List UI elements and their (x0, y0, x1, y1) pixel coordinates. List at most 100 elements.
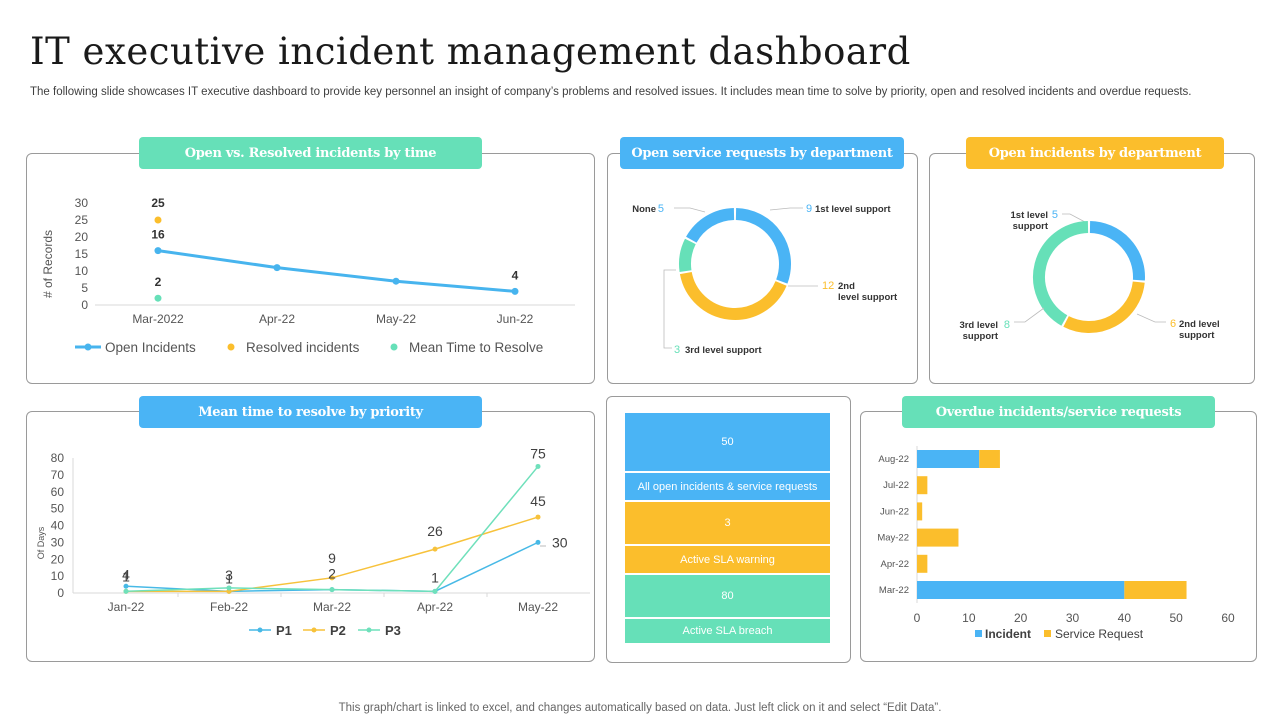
x-tick-label: May-22 (518, 600, 558, 614)
data-point (432, 546, 438, 552)
data-label: 9 (328, 550, 336, 566)
mean-time-panel (26, 411, 595, 662)
data-point (535, 539, 541, 545)
open-incidents-point (154, 247, 162, 255)
open-resolved-title: Open vs. Resolved incidents by time (139, 137, 482, 169)
x-tick-label: Jun-22 (497, 312, 534, 326)
open-incidents-point (392, 277, 400, 285)
data-label: 2 (155, 275, 162, 289)
y-tick-label: 10 (75, 264, 89, 278)
mean-time-point (154, 294, 162, 302)
x-tick-label: Apr-22 (417, 600, 453, 614)
bar-segment (979, 450, 1000, 468)
donut-slice (679, 271, 787, 320)
leader-line (663, 269, 676, 349)
open-incidents-point (511, 287, 519, 295)
y-tick-label: 80 (51, 451, 65, 465)
slice-value: 6 (1170, 318, 1176, 330)
open-incidents-point (273, 264, 281, 272)
donut-slice (1033, 221, 1089, 326)
data-point (123, 588, 129, 594)
legend-marker (366, 627, 372, 633)
y-tick-label: 60 (51, 485, 65, 499)
slice-value: 5 (1052, 209, 1058, 221)
slice-label: 2nd level (1179, 319, 1220, 330)
legend-label: P1 (276, 623, 292, 638)
y-tick-label: 5 (81, 281, 88, 295)
data-point (329, 587, 335, 593)
incidents-dept-panel (929, 153, 1255, 384)
x-tick-label: 60 (1221, 611, 1235, 625)
page-subtitle: The following slide showcases IT executi… (30, 86, 1192, 98)
y-tick-label: 30 (75, 196, 89, 210)
page-title: IT executive incident management dashboa… (30, 30, 911, 73)
legend-label: Resolved incidents (246, 340, 360, 355)
x-tick-label: Jan-22 (108, 600, 145, 614)
data-label: 75 (530, 445, 546, 461)
slice-label: 3rd level (959, 320, 998, 331)
slice-label: 1st level (1011, 210, 1049, 221)
y-tick-label: 70 (51, 468, 65, 482)
y-tick-label: 15 (75, 247, 89, 261)
data-point (432, 588, 438, 594)
legend-marker (257, 627, 263, 633)
data-label: 45 (530, 493, 546, 509)
y-axis-label: Of Days (36, 526, 46, 559)
sla-row-open-label: All open incidents & service requests (625, 473, 830, 500)
x-tick-label: 20 (1014, 611, 1028, 625)
legend-label: Mean Time to Resolve (409, 340, 543, 355)
incidents-dept-title: Open incidents by department (966, 137, 1224, 169)
x-tick-label: 40 (1118, 611, 1132, 625)
legend-marker-open (84, 343, 92, 351)
overdue-title: Overdue incidents/service requests (902, 396, 1215, 428)
slice-label: support (1013, 221, 1049, 232)
sla-row-warning-value: 3 (625, 502, 830, 544)
y-tick-label: 40 (51, 519, 65, 533)
legend-swatch-service (1044, 630, 1051, 637)
x-tick-label: Feb-22 (210, 600, 248, 614)
donut-slice (735, 208, 791, 284)
sla-row-breach-label: Active SLA breach (625, 619, 830, 643)
mean-time-title: Mean time to resolve by priority (139, 396, 482, 428)
slice-label: support (963, 331, 999, 342)
data-label: 2 (328, 566, 336, 582)
sla-row-breach-value: 80 (625, 575, 830, 617)
data-point (123, 583, 129, 589)
donut-slice (1063, 281, 1145, 333)
x-tick-label: 50 (1169, 611, 1183, 625)
x-tick-label: Apr-22 (259, 312, 295, 326)
sla-row-warning-label: Active SLA warning (625, 546, 830, 573)
bar-segment (917, 581, 1125, 599)
data-label: 4 (122, 566, 130, 582)
bar-segment (917, 450, 980, 468)
bar-segment (917, 528, 959, 547)
legend-marker-resolved (227, 343, 235, 351)
leader-line (1062, 213, 1086, 223)
data-label: 30 (552, 534, 568, 550)
resolved-incidents-point (154, 216, 162, 224)
leader-line (674, 207, 706, 213)
slice-label: 1st level support (815, 204, 891, 215)
slice-label: support (1179, 330, 1215, 341)
data-point (329, 575, 335, 581)
y-tick-label: Jun-22 (880, 506, 909, 517)
data-label: 26 (427, 523, 443, 539)
y-tick-label: 20 (51, 552, 65, 566)
bar-segment (917, 554, 928, 573)
legend-label: Service Request (1055, 627, 1144, 641)
legend-label: P2 (330, 623, 346, 638)
legend-swatch-incident (975, 630, 982, 637)
legend-marker (311, 627, 317, 633)
bar-segment (917, 502, 923, 521)
y-tick-label: 20 (75, 230, 89, 244)
slice-label: 3rd level support (685, 345, 762, 356)
sla-row-open-value: 50 (625, 413, 830, 471)
data-label: 1 (225, 570, 233, 586)
slice-label: None (632, 204, 656, 215)
slice-label: level support (838, 292, 898, 303)
y-tick-label: 50 (51, 502, 65, 516)
slice-value: 8 (1004, 319, 1010, 331)
donut-slice (686, 208, 735, 243)
x-tick-label: Mar-22 (313, 600, 351, 614)
legend-label: P3 (385, 623, 401, 638)
